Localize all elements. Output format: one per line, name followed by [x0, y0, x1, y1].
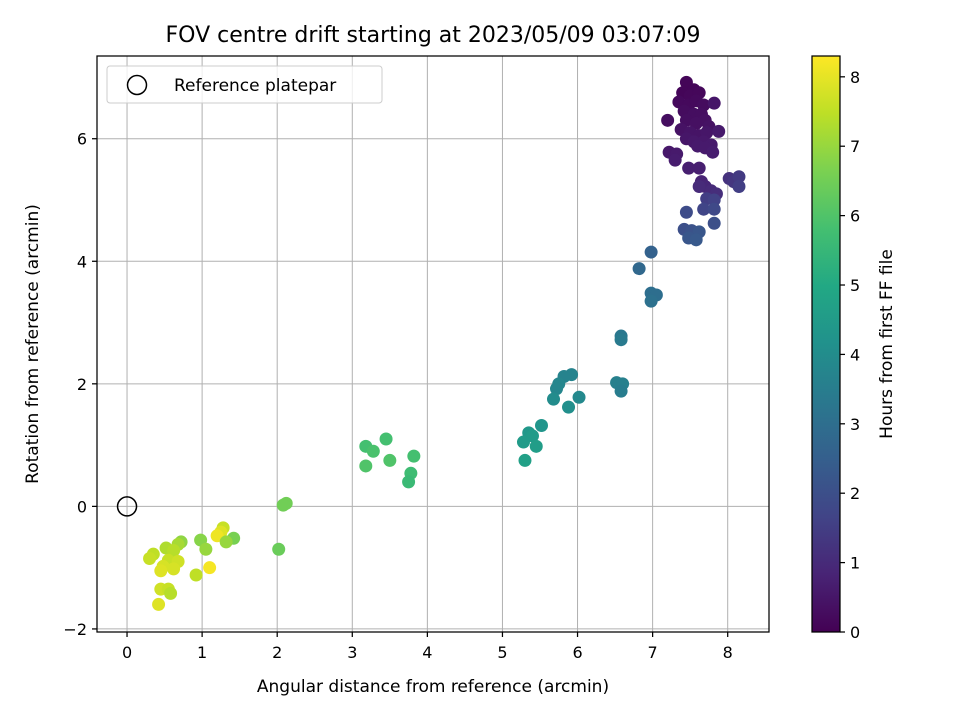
data-point — [707, 193, 721, 207]
colorbar-tick-label: 3 — [850, 415, 860, 434]
data-point — [547, 392, 561, 406]
x-tick-label: 4 — [422, 643, 432, 662]
y-axis-label: Rotation from reference (arcmin) — [23, 204, 43, 484]
colorbar-tick-label: 4 — [850, 345, 860, 364]
data-point — [692, 161, 706, 175]
data-point — [167, 562, 181, 576]
reference-platepar-point — [116, 496, 138, 517]
x-tick-label: 6 — [572, 643, 582, 662]
data-point — [407, 449, 421, 463]
data-point — [679, 205, 693, 219]
data-point — [143, 551, 157, 565]
data-point — [732, 180, 746, 194]
x-tick-label: 2 — [272, 643, 282, 662]
data-point — [154, 564, 168, 578]
data-point — [732, 170, 746, 184]
data-point — [379, 432, 393, 446]
legend: Reference platepar — [106, 65, 383, 104]
data-point — [366, 444, 380, 458]
y-axis-ticks: −2 0 2 4 6 — [63, 130, 97, 639]
y-tick-label: 4 — [77, 252, 87, 271]
data-point — [189, 568, 203, 582]
x-tick-label: 1 — [197, 643, 207, 662]
colorbar-tick-label: 6 — [850, 207, 860, 226]
data-point — [562, 400, 576, 414]
data-point — [383, 453, 397, 467]
legend-marker-reference — [126, 74, 148, 96]
colorbar-tick-label: 0 — [850, 623, 860, 642]
data-point — [706, 145, 720, 159]
x-tick-label: 3 — [347, 643, 357, 662]
data-point — [164, 586, 178, 600]
data-point — [534, 418, 548, 432]
data-point — [632, 262, 646, 276]
data-point — [614, 384, 628, 398]
colorbar: 0 1 2 3 4 5 6 7 8 Hours from first FF file — [811, 55, 897, 642]
data-point — [572, 390, 586, 404]
data-point — [682, 161, 696, 175]
y-tick-label: 2 — [77, 375, 87, 394]
data-point — [614, 333, 628, 347]
data-point — [359, 459, 373, 473]
x-tick-label: 0 — [122, 643, 132, 662]
colorbar-label: Hours from first FF file — [877, 249, 897, 439]
x-tick-label: 8 — [723, 643, 733, 662]
data-point — [689, 233, 703, 247]
data-point — [152, 597, 166, 611]
x-tick-label: 5 — [497, 643, 507, 662]
y-tick-label: 0 — [77, 497, 87, 516]
grid — [97, 56, 769, 632]
data-point — [712, 124, 726, 138]
data-point — [199, 542, 213, 556]
data-point — [644, 245, 658, 259]
x-axis-label: Angular distance from reference (arcmin) — [257, 677, 609, 697]
data-point — [550, 382, 564, 396]
data-point — [167, 544, 181, 558]
data-point — [661, 113, 675, 127]
x-axis-ticks: 0 1 2 3 4 5 6 7 8 — [122, 632, 733, 662]
reference-marker — [116, 496, 138, 517]
data-point — [203, 561, 217, 575]
data-point — [402, 475, 416, 489]
legend-label-reference: Reference platepar — [174, 76, 336, 96]
chart-title: FOV centre drift starting at 2023/05/09 … — [166, 23, 701, 48]
data-point — [219, 535, 233, 549]
data-point — [707, 96, 721, 110]
data-point — [668, 153, 682, 167]
data-point — [707, 202, 721, 216]
data-point — [516, 435, 530, 449]
colorbar-ticks: 0 1 2 3 4 5 6 7 8 — [840, 68, 860, 642]
legend-box — [106, 65, 383, 104]
data-point — [518, 453, 532, 467]
plot-frame — [96, 55, 770, 633]
data-point — [692, 180, 706, 194]
x-tick-label: 7 — [648, 643, 658, 662]
data-point — [276, 498, 290, 512]
y-tick-label: −2 — [63, 620, 87, 639]
colorbar-tick-label: 8 — [850, 68, 860, 87]
data-point — [697, 202, 711, 216]
data-point — [644, 294, 658, 308]
data-point — [707, 216, 721, 230]
colorbar-tick-label: 1 — [850, 554, 860, 573]
colorbar-tick-label: 2 — [850, 484, 860, 503]
y-tick-label: 6 — [77, 130, 87, 149]
colorbar-gradient — [811, 55, 841, 633]
data-point — [272, 542, 286, 556]
colorbar-tick-label: 5 — [850, 276, 860, 295]
colorbar-tick-label: 7 — [850, 137, 860, 156]
data-point — [529, 439, 543, 453]
data-points — [143, 75, 746, 611]
